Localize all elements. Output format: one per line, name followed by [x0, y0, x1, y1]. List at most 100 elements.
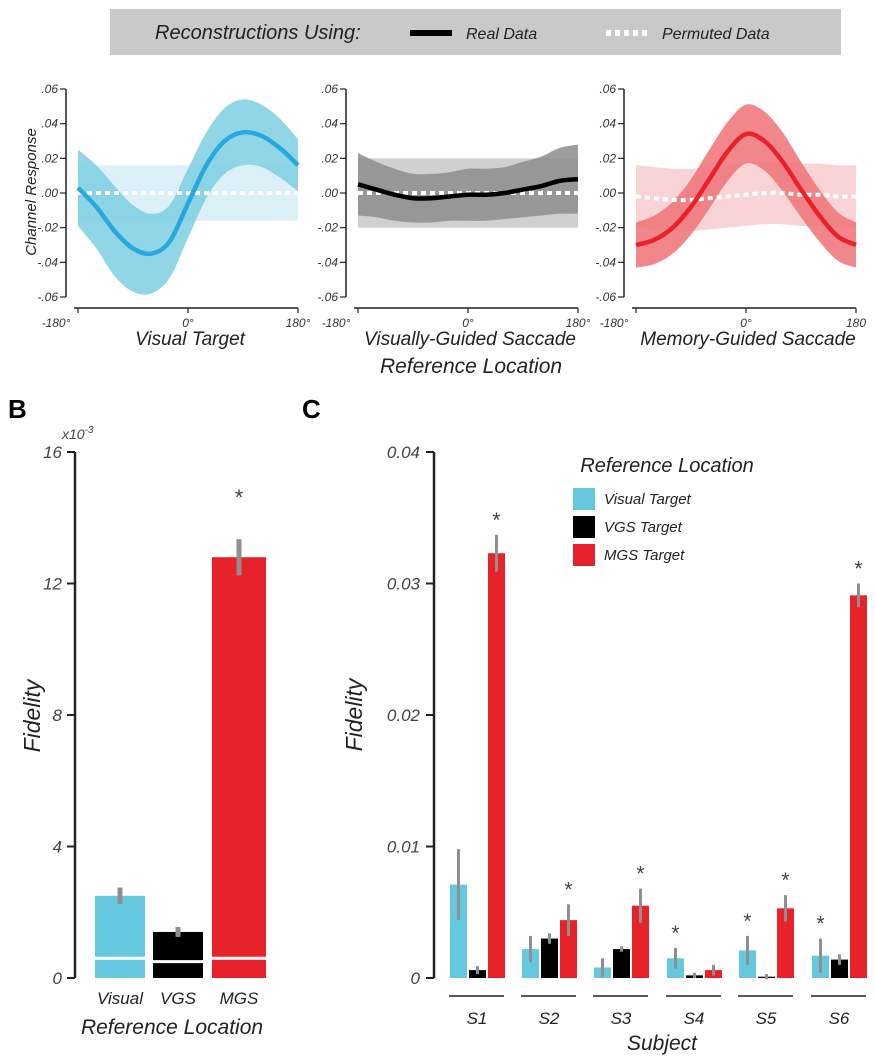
- significance-star: *: [816, 913, 824, 936]
- panel-c-xlabel: Subject: [627, 1032, 698, 1055]
- bar-s3-1: [613, 949, 630, 978]
- y-tick-label: .04: [321, 117, 338, 131]
- panel-a-xlabel: Reference Location: [380, 355, 562, 378]
- y-tick-label: 16: [43, 443, 62, 462]
- line-chart-3: .06 .04 .02 .00 -.02 -.04 -.06 -180° 0° 180Memory…: [595, 82, 866, 350]
- y-tick-label: -.06: [317, 290, 338, 304]
- bar-s2-0: [522, 949, 539, 978]
- significance-star: *: [781, 869, 789, 892]
- x-tick-label: 180: [846, 316, 866, 330]
- y-tick-label: -.06: [37, 290, 58, 304]
- y-tick-label: 4: [53, 838, 62, 857]
- y-tick-label: -.02: [317, 221, 338, 235]
- significance-star: *: [671, 922, 679, 945]
- bar-s3-2: [632, 905, 649, 978]
- legend-swatch: [573, 516, 595, 538]
- bar-s2-2: [560, 920, 577, 978]
- panel-b-multiplier-base: x10: [61, 426, 85, 442]
- x-tick-label: 0°: [182, 316, 194, 330]
- x-category-label: MGS: [220, 989, 259, 1008]
- panel-c: C Fidelity Subject Reference Location 0.…: [302, 394, 867, 1055]
- y-tick-label: .00: [321, 186, 338, 200]
- bar-visual: [95, 895, 145, 978]
- bar-s5-2: [777, 908, 794, 978]
- legend-label: Visual Target: [604, 491, 692, 508]
- significance-star: *: [235, 485, 244, 510]
- y-tick-label: .02: [321, 151, 338, 165]
- y-tick-label: -.02: [37, 221, 58, 235]
- legend-swatch: [573, 488, 595, 510]
- panel-title: Visually-Guided Saccade: [364, 329, 576, 350]
- panel-title: Memory-Guided Saccade: [640, 329, 855, 350]
- panel-b-letter: B: [8, 394, 27, 424]
- y-tick-label: .06: [321, 82, 338, 96]
- y-tick-label: 0.01: [387, 838, 420, 857]
- panel-c-ylabel: Fidelity: [341, 677, 367, 751]
- x-tick-label: 0°: [740, 316, 752, 330]
- x-tick-label: -180°: [600, 316, 629, 330]
- x-tick-label: -180°: [322, 316, 351, 330]
- x-category-label: S3: [611, 1009, 632, 1028]
- y-tick-label: 0.02: [387, 706, 421, 725]
- y-tick-label: -.04: [595, 255, 616, 269]
- x-tick-label: -180°: [42, 316, 71, 330]
- y-tick-label: .04: [599, 117, 616, 131]
- legend-banner: Reconstructions Using: Real Data Permute…: [110, 9, 841, 55]
- panel-b-xlabel: Reference Location: [81, 1016, 263, 1039]
- significance-star: *: [564, 878, 572, 901]
- y-tick-label: 0: [411, 969, 421, 988]
- y-tick-label: -.06: [595, 290, 616, 304]
- bar-s6-1: [831, 959, 848, 978]
- x-category-label: S2: [539, 1009, 560, 1028]
- x-tick-label: 0°: [462, 316, 474, 330]
- x-category-label: VGS: [160, 989, 197, 1008]
- y-tick-label: .04: [41, 117, 58, 131]
- x-category-label: S1: [467, 1009, 488, 1028]
- real-line: [357, 176, 579, 201]
- line-chart-1: .06 .04 .02 .00 -.02 -.04 -.06 -180° 0° 180° Visua…: [37, 82, 310, 350]
- panel-c-letter: C: [302, 394, 321, 424]
- significance-star: *: [636, 863, 644, 886]
- legend-real-label: Real Data: [466, 26, 537, 43]
- legend-label: VGS Target: [604, 519, 683, 536]
- panel-b-multiplier: x10-3: [61, 425, 94, 442]
- real-line: [635, 131, 857, 248]
- y-tick-label: .02: [599, 151, 616, 165]
- y-tick-label: .00: [599, 186, 616, 200]
- y-tick-label: .00: [41, 186, 58, 200]
- bar-s2-1: [541, 938, 558, 978]
- y-tick-label: 0.04: [387, 443, 420, 462]
- x-category-label: S4: [684, 1009, 705, 1028]
- bar-mgs: [212, 557, 266, 978]
- real-band: [636, 104, 856, 268]
- x-tick-label: 180°: [286, 316, 311, 330]
- y-tick-label: .02: [41, 151, 58, 165]
- legend-banner-background: [110, 9, 841, 55]
- y-tick-label: 8: [53, 706, 63, 725]
- significance-star: *: [743, 910, 751, 933]
- bar-s6-2: [850, 595, 867, 978]
- real-line: [76, 129, 300, 257]
- real-band: [358, 144, 578, 223]
- panel-a-ylabel: Channel Response: [23, 128, 40, 256]
- x-tick-label: 180°: [566, 316, 591, 330]
- x-category-label: S6: [829, 1009, 850, 1028]
- permuted-line: [635, 190, 857, 203]
- legend-permuted-label: Permuted Data: [662, 26, 770, 43]
- line-chart-2: .06 .04 .02 .00 -.02 -.04 -.06 -180° 0° 180°Visua…: [317, 82, 590, 350]
- y-tick-label: .06: [41, 82, 58, 96]
- significance-star: *: [492, 509, 500, 532]
- panel-title: Visual Target: [135, 329, 246, 350]
- y-tick-label: -.02: [595, 221, 616, 235]
- x-category-label: S5: [756, 1009, 777, 1028]
- bar-vgs: [153, 931, 203, 978]
- significance-star: *: [854, 558, 862, 581]
- legend-label: MGS Target: [604, 547, 685, 564]
- y-tick-label: 12: [43, 575, 62, 594]
- y-tick-label: -.04: [317, 255, 338, 269]
- bar-s1-0: [450, 884, 467, 978]
- legend-swatch: [573, 544, 595, 566]
- y-tick-label: -.04: [37, 255, 58, 269]
- panel-b-multiplier-exponent: -3: [85, 425, 94, 436]
